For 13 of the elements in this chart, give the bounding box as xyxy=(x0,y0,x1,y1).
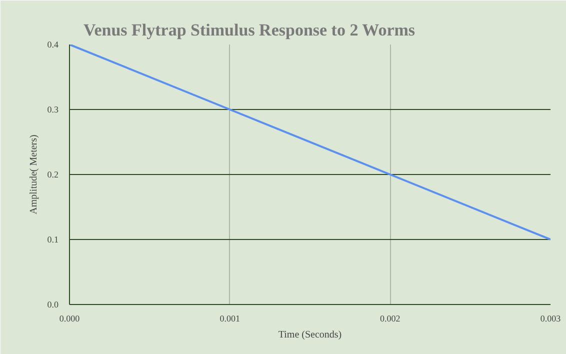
x-tick-label: 0.003 xyxy=(540,314,562,324)
y-tick-label: 0.1 xyxy=(47,234,58,244)
y-axis-title: Amplitude( Meters) xyxy=(28,134,40,214)
chart-title: Venus Flytrap Stimulus Response to 2 Worms xyxy=(84,20,416,40)
x-tick-label: 0.001 xyxy=(220,314,240,324)
y-tick-label: 0.0 xyxy=(47,300,59,310)
y-tick-label: 0.4 xyxy=(47,40,59,50)
y-tick-label: 0.3 xyxy=(47,104,59,114)
x-axis-title: Time (Seconds) xyxy=(278,330,342,340)
y-tick-label: 0.2 xyxy=(47,170,58,180)
line-series xyxy=(70,44,550,240)
x-tick-label: 0.002 xyxy=(380,314,400,324)
x-tick-label: 0.000 xyxy=(59,314,80,324)
